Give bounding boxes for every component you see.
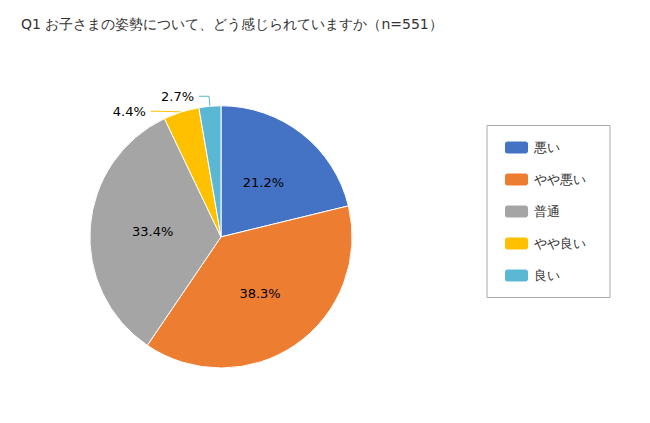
svg-text:33.4%: 33.4% bbox=[132, 224, 173, 239]
svg-text:38.3%: 38.3% bbox=[239, 286, 280, 301]
svg-text:普通: 普通 bbox=[534, 204, 560, 219]
svg-text:良い: 良い bbox=[534, 268, 560, 283]
svg-text:4.4%: 4.4% bbox=[113, 104, 146, 119]
svg-text:Q1 お子さまの姿勢について、どう感じられていますか（n=5: Q1 お子さまの姿勢について、どう感じられていますか（n=551） bbox=[21, 16, 443, 32]
svg-text:やや悪い: やや悪い bbox=[534, 172, 586, 187]
svg-text:21.2%: 21.2% bbox=[243, 175, 284, 190]
svg-text:悪い: 悪い bbox=[533, 140, 560, 155]
svg-text:やや良い: やや良い bbox=[534, 236, 586, 251]
svg-text:2.7%: 2.7% bbox=[161, 89, 194, 104]
